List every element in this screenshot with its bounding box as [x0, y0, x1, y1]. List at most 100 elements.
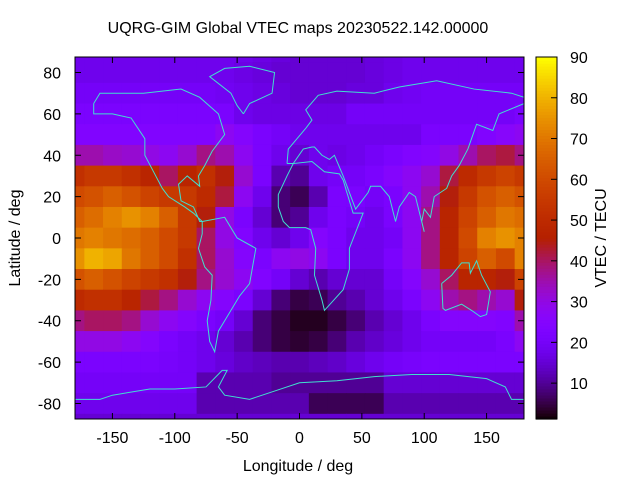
- heatmap-cell: [252, 269, 273, 291]
- heatmap-cell: [458, 331, 478, 353]
- heatmap-cell: [421, 57, 441, 63]
- heatmap-cell: [308, 165, 329, 187]
- colorbar-segment: [536, 304, 557, 308]
- heatmap-cell: [290, 103, 310, 125]
- colorbar-segment: [536, 406, 557, 411]
- heatmap-cell: [196, 206, 216, 229]
- heatmap-cell: [215, 393, 235, 415]
- heatmap-cell: [75, 206, 85, 229]
- heatmap-cell: [346, 413, 366, 419]
- heatmap-cell: [439, 206, 460, 229]
- coastlines: [75, 65, 524, 400]
- heatmap-cell: [75, 124, 85, 146]
- heatmap-cell: [421, 165, 441, 187]
- heatmap-cell: [234, 413, 254, 419]
- heatmap-cell: [159, 248, 179, 270]
- coastline-eurasia: [286, 80, 524, 232]
- heatmap-cell: [495, 186, 516, 208]
- heatmap-cell: [177, 393, 198, 415]
- heatmap-cell: [308, 62, 329, 84]
- colorbar-segment: [536, 186, 557, 191]
- heatmap-cell: [252, 103, 273, 125]
- heatmap-cell: [121, 103, 142, 125]
- colorbar-segment: [536, 259, 557, 263]
- heatmap-cell: [159, 289, 179, 311]
- heatmap-cell: [177, 62, 198, 84]
- colorbar-tick-label: 40: [570, 254, 588, 271]
- heatmap-cell: [421, 103, 441, 125]
- colorbar-segment: [536, 391, 557, 396]
- colorbar-segment: [536, 96, 557, 100]
- colorbar-segment: [536, 322, 557, 327]
- heatmap-cell: [177, 351, 198, 374]
- heatmap-cell: [177, 227, 198, 249]
- y-tick-label: -60: [38, 355, 61, 372]
- heatmap-cell: [234, 331, 254, 353]
- coastline-antarctica: [75, 369, 524, 400]
- heatmap-cell: [196, 331, 216, 353]
- coastline-africa: [277, 160, 364, 312]
- colorbar-segment: [536, 216, 557, 221]
- heatmap-cell: [477, 206, 497, 229]
- colorbar: [536, 57, 557, 420]
- heatmap-cell: [383, 82, 403, 105]
- colorbar-segment: [536, 394, 557, 399]
- heatmap-cell: [439, 351, 460, 374]
- colorbar-segment: [536, 325, 557, 330]
- heatmap-cell: [383, 227, 403, 249]
- heatmap-cell: [103, 393, 123, 415]
- heatmap-cell: [364, 206, 385, 229]
- heatmap-cell: [159, 124, 179, 146]
- heatmap-cell: [159, 227, 179, 249]
- colorbar-segment: [536, 108, 557, 112]
- heatmap-cell: [290, 62, 310, 84]
- colorbar-segment: [536, 319, 557, 324]
- colorbar-segment: [536, 147, 557, 152]
- heatmap-cell: [140, 144, 160, 167]
- colorbar-segment: [536, 286, 557, 290]
- heatmap-cell: [458, 186, 478, 208]
- heatmap-cell: [439, 331, 460, 353]
- heatmap-cell: [421, 124, 441, 146]
- heatmap-cell: [196, 372, 216, 394]
- heatmap-cell: [103, 289, 123, 311]
- heatmap-cell: [402, 269, 422, 291]
- colorbar-segment: [536, 174, 557, 179]
- heatmap-cell: [383, 165, 403, 187]
- colorbar-segment: [536, 403, 557, 408]
- heatmap-cell: [439, 186, 460, 208]
- colorbar-segment: [536, 168, 557, 173]
- heatmap-cell: [402, 227, 422, 249]
- heatmap-cell: [383, 413, 403, 419]
- heatmap-cell: [215, 227, 235, 249]
- heatmap-cell: [271, 62, 291, 84]
- heatmap-cell: [495, 331, 516, 353]
- colorbar-segment: [536, 198, 557, 203]
- colorbar-segment: [536, 349, 557, 354]
- heatmap-cell: [196, 351, 216, 374]
- heatmap-cell: [121, 413, 142, 419]
- colorbar-segment: [536, 253, 557, 257]
- heatmap-cell: [308, 351, 329, 374]
- heatmap-cell: [84, 62, 104, 84]
- heatmap-cell: [84, 331, 104, 353]
- heatmap-cell: [252, 82, 273, 105]
- heatmap-cell: [364, 124, 385, 146]
- heatmap-cell: [84, 413, 104, 419]
- heatmap-cell: [140, 186, 160, 208]
- colorbar-segment: [536, 388, 557, 393]
- heatmap-cell: [234, 103, 254, 125]
- y-tick-label: -40: [38, 314, 61, 331]
- heatmap-cell: [421, 413, 441, 419]
- colorbar-segment: [536, 225, 557, 230]
- colorbar-segment: [536, 400, 557, 405]
- colorbar-segment: [536, 382, 557, 387]
- heatmap-cell: [364, 331, 385, 353]
- heatmap-cell: [402, 331, 422, 353]
- heatmap-cell: [327, 57, 347, 63]
- heatmap-cell: [346, 144, 366, 167]
- heatmap-cell: [196, 310, 216, 332]
- colorbar-segment: [536, 274, 557, 278]
- heatmap-cell: [140, 206, 160, 229]
- heatmap-cell: [103, 331, 123, 353]
